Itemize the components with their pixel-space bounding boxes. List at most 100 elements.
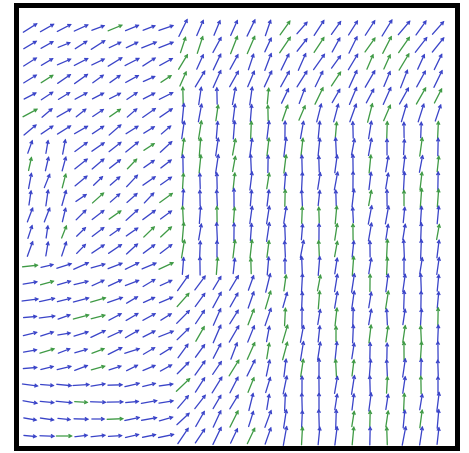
arrow-head [169, 432, 175, 438]
arrow-shaft [45, 189, 49, 207]
arrow-head [283, 408, 289, 414]
arrow-shaft [181, 102, 185, 124]
arrow-shaft [91, 244, 105, 254]
arrow-head [150, 296, 156, 301]
arrow-head [68, 400, 74, 405]
arrow-head [134, 41, 139, 46]
arrow-shaft [61, 207, 67, 223]
arrow-head [353, 69, 358, 75]
arrow-head [183, 18, 188, 24]
arrow-head [217, 53, 222, 58]
arrow-head [32, 40, 38, 45]
arrow-head [201, 275, 206, 280]
arrow-shaft [333, 103, 339, 123]
arrow-shaft [23, 92, 37, 100]
arrow-shaft [331, 37, 341, 53]
arrow-head [119, 416, 125, 422]
arrow-head [134, 329, 140, 334]
arrow-shaft [266, 172, 270, 190]
arrow-shaft [317, 308, 321, 326]
arrow-shaft [364, 37, 376, 53]
arrow-shaft [126, 158, 138, 170]
arrow-head [250, 53, 255, 58]
arrow-head [384, 342, 390, 347]
arrow-head [134, 125, 139, 130]
arrow-head [151, 364, 157, 369]
arrow-shaft [158, 400, 174, 404]
arrow-shaft [178, 18, 188, 38]
arrow-shaft [385, 223, 389, 241]
arrow-head [402, 324, 408, 330]
arrow-shaft [231, 155, 237, 173]
arrow-head [216, 19, 221, 25]
arrow-head [267, 376, 272, 382]
arrow-shaft [181, 222, 185, 242]
arrow-shaft [350, 273, 356, 293]
arrow-shaft [74, 158, 88, 170]
arrow-shaft [108, 124, 122, 136]
arrow-shaft [92, 176, 104, 186]
arrow-head [197, 239, 203, 245]
arrow-head [185, 361, 190, 366]
arrow-head [215, 103, 220, 109]
arrow-shaft [348, 36, 358, 54]
arrow-head [251, 70, 256, 75]
arrow-shaft [231, 86, 237, 106]
arrow-head [418, 375, 424, 380]
arrow-head [284, 374, 289, 380]
arrow-head [32, 314, 38, 319]
arrow-head [337, 20, 342, 26]
arrow-shaft [334, 341, 338, 361]
arrow-head [217, 426, 222, 432]
arrow-head [267, 37, 272, 42]
arrow-head [423, 36, 428, 42]
arrow-shaft [73, 262, 89, 270]
arrow-head [285, 87, 290, 93]
arrow-head [151, 244, 156, 249]
arrow-head [438, 87, 443, 93]
arrow-head [334, 393, 339, 398]
arrow-shaft [124, 382, 140, 388]
arrow-shaft [109, 193, 121, 203]
arrow-head [50, 23, 55, 28]
arrow-head [181, 256, 186, 262]
arrow-shaft [300, 358, 304, 378]
arrow-shaft [296, 70, 308, 88]
arrow-head [180, 205, 185, 210]
arrow-shaft [198, 223, 202, 241]
arrow-head [387, 104, 392, 109]
arrow-head [251, 18, 256, 24]
arrow-head [367, 409, 373, 415]
arrow-shaft [229, 292, 239, 308]
arrow-shaft [317, 189, 321, 207]
arrow-shaft [39, 23, 55, 33]
arrow-shaft [215, 222, 219, 242]
arrow-head [250, 290, 255, 296]
arrow-head [334, 204, 339, 210]
arrow-shaft [385, 376, 389, 394]
arrow-shaft [351, 393, 355, 411]
arrow-head [33, 280, 39, 285]
arrow-shaft [419, 239, 423, 259]
arrow-head [368, 120, 374, 125]
arrow-head [151, 57, 157, 62]
arrow-shaft [125, 312, 139, 322]
arrow-shaft [142, 92, 156, 100]
arrow-head [185, 292, 190, 298]
arrow-shaft [55, 400, 73, 404]
arrow-head [267, 307, 273, 313]
arrow-head [419, 171, 424, 176]
arrow-shaft [159, 176, 173, 186]
arrow-head [135, 381, 141, 387]
arrow-head [267, 272, 272, 278]
arrow-head [334, 153, 340, 159]
arrow-head [234, 292, 239, 297]
arrow-head [217, 324, 222, 329]
arrow-shaft [142, 57, 156, 67]
arrow-shaft [402, 273, 406, 293]
arrow-head [168, 108, 174, 113]
arrow-shaft [249, 153, 253, 175]
arrow-head [334, 340, 339, 346]
arrow-shaft [348, 86, 358, 106]
arrow-shaft [351, 342, 355, 360]
